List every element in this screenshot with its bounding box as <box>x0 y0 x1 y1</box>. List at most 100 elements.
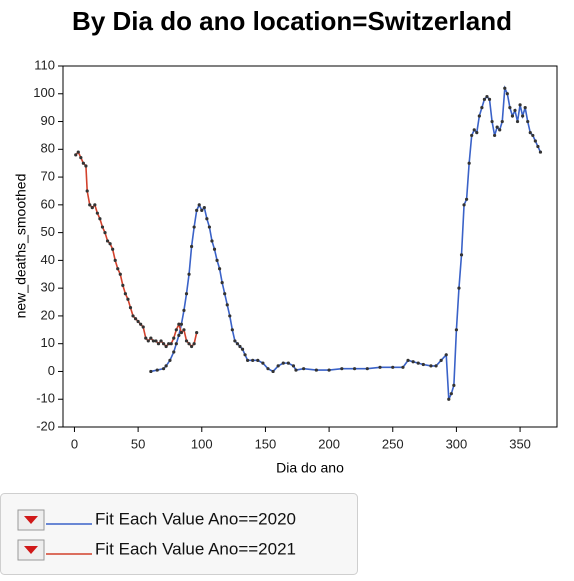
y-tick-label: 0 <box>48 363 55 378</box>
data-point <box>276 364 280 368</box>
legend: Fit Each Value Ano==2020 Fit Each Value A… <box>17 509 296 561</box>
data-point <box>187 272 191 276</box>
data-point <box>81 161 85 165</box>
data-point <box>202 206 206 210</box>
data-point <box>108 242 112 246</box>
legend-panel <box>0 493 358 575</box>
data-point <box>149 369 153 374</box>
data-point <box>243 353 247 357</box>
data-point <box>447 397 451 401</box>
data-point <box>174 328 178 332</box>
data-point <box>177 322 181 326</box>
data-point <box>294 368 298 372</box>
data-point <box>100 225 105 229</box>
data-point <box>477 114 481 118</box>
data-point <box>421 362 425 367</box>
x-tick-label: 300 <box>446 436 468 451</box>
y-tick-label: 60 <box>41 196 55 211</box>
data-point <box>291 364 296 368</box>
x-tick-label: 250 <box>382 436 404 451</box>
y-tick-label: -20 <box>36 418 55 433</box>
data-point <box>467 161 471 165</box>
legend-menu-icon[interactable] <box>24 546 38 554</box>
data-point <box>314 368 318 372</box>
data-point <box>490 119 494 124</box>
legend-label: Fit Each Value Ano==2020 <box>95 509 296 528</box>
data-point <box>116 267 120 271</box>
data-point <box>192 225 196 229</box>
data-point <box>518 103 522 107</box>
data-point <box>521 114 525 118</box>
data-point <box>76 150 80 154</box>
data-point <box>225 303 229 307</box>
data-point <box>462 203 466 207</box>
data-point <box>210 239 214 243</box>
series-line <box>150 85 542 400</box>
chart-title: By Dia do ano location=Switzerland <box>72 6 512 36</box>
data-point <box>123 292 127 296</box>
data-point <box>182 308 186 312</box>
data-point <box>228 314 232 318</box>
data-point <box>215 258 219 262</box>
data-point <box>155 368 159 372</box>
data-point <box>95 211 99 215</box>
data-point <box>149 336 153 340</box>
y-tick-label: 10 <box>41 335 55 350</box>
data-point <box>493 133 497 138</box>
x-axis-label: Dia do ano <box>276 460 344 476</box>
data-point <box>271 369 275 374</box>
data-point <box>327 368 331 372</box>
data-point <box>302 367 306 371</box>
data-point <box>156 342 161 346</box>
data-point <box>205 217 209 221</box>
data-point <box>113 258 117 262</box>
data-point <box>416 361 420 365</box>
data-point <box>230 328 234 332</box>
x-tick-label: 0 <box>71 436 78 451</box>
data-point <box>212 247 217 251</box>
data-point <box>528 131 532 135</box>
data-point <box>172 350 176 354</box>
x-tick-label: 350 <box>509 436 531 451</box>
data-point <box>510 114 515 118</box>
y-tick-label: 80 <box>41 141 55 156</box>
y-tick-label: 100 <box>33 85 55 100</box>
data-point <box>187 342 191 346</box>
data-point <box>240 347 245 351</box>
data-point <box>485 94 489 99</box>
data-point <box>503 86 507 90</box>
data-point <box>531 133 535 138</box>
data-point <box>281 361 285 365</box>
y-tick-label: 90 <box>41 113 55 128</box>
data-point <box>223 292 227 296</box>
legend-menu-icon[interactable] <box>24 516 38 524</box>
data-point <box>465 197 469 201</box>
data-point <box>179 322 184 326</box>
data-point <box>475 131 479 135</box>
data-point <box>195 330 199 335</box>
data-point <box>218 267 222 271</box>
data-point <box>182 328 186 332</box>
y-tick-label: 70 <box>41 169 55 184</box>
data-point <box>251 358 255 362</box>
data-point <box>90 206 94 210</box>
data-point <box>235 342 240 346</box>
data-point <box>167 342 171 346</box>
x-tick-label: 100 <box>191 436 213 451</box>
x-tick-label: 50 <box>131 436 145 451</box>
data-point <box>233 339 237 343</box>
data-point <box>151 339 155 343</box>
y-tick-label: 50 <box>41 224 55 239</box>
data-point <box>118 272 122 276</box>
data-point <box>159 339 163 343</box>
data-point <box>256 358 260 362</box>
data-point <box>169 342 173 346</box>
data-point <box>365 367 369 371</box>
data-point <box>513 108 517 113</box>
data-point <box>192 342 196 346</box>
data-point <box>472 128 476 132</box>
data-point <box>121 283 125 287</box>
data-point <box>168 358 172 362</box>
data-point <box>406 358 410 362</box>
data-point <box>515 119 520 124</box>
